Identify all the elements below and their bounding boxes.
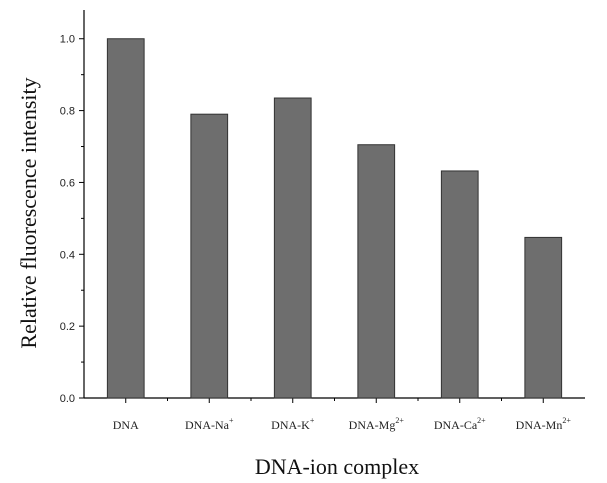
y-tick-label: 0.4 [60, 249, 75, 261]
x-category-labels: DNA DNA-Na+ DNA-K+ DNA-Mg2+ DNA-Ca2+ DNA-Mn2+ [113, 416, 572, 432]
category-base-text: DNA-K [271, 418, 310, 432]
axes: 0.0 0.2 0.4 0.6 0.8 1.0 [60, 10, 585, 405]
bar [440, 170, 479, 399]
y-tick-label: 1.0 [60, 34, 75, 46]
x-axis-title: DNA-ion complex [255, 454, 419, 479]
x-category-label: DNA-Mn2+ [516, 416, 572, 432]
y-tick-label: 0.2 [60, 321, 75, 333]
y-tick-label: 0.6 [60, 177, 75, 189]
bar [273, 97, 312, 399]
category-superscript: 2+ [477, 416, 486, 425]
bar [106, 38, 145, 399]
x-category-label: DNA-Mg2+ [349, 416, 405, 432]
bar [357, 144, 396, 399]
category-superscript: 2+ [395, 416, 404, 425]
category-base-text: DNA-Mn [516, 418, 563, 432]
bar [524, 236, 563, 399]
category-base-text: DNA [113, 418, 139, 432]
bars [106, 38, 563, 399]
x-category-label: DNA-Ca2+ [434, 416, 486, 432]
category-base-text: DNA-Na [185, 418, 230, 432]
bar [190, 113, 229, 399]
category-superscript: + [229, 416, 234, 425]
y-tick-label: 0.0 [60, 393, 75, 405]
x-category-label: DNA-K+ [271, 416, 315, 432]
category-superscript: 2+ [562, 416, 571, 425]
x-category-label: DNA-Na+ [185, 416, 234, 432]
x-category-label: DNA [113, 418, 139, 432]
y-axis-title: Relative fluorescence intensity [16, 77, 41, 348]
y-tick-label: 0.8 [60, 106, 75, 118]
category-superscript: + [310, 416, 315, 425]
category-base-text: DNA-Mg [349, 418, 396, 432]
category-base-text: DNA-Ca [434, 418, 478, 432]
